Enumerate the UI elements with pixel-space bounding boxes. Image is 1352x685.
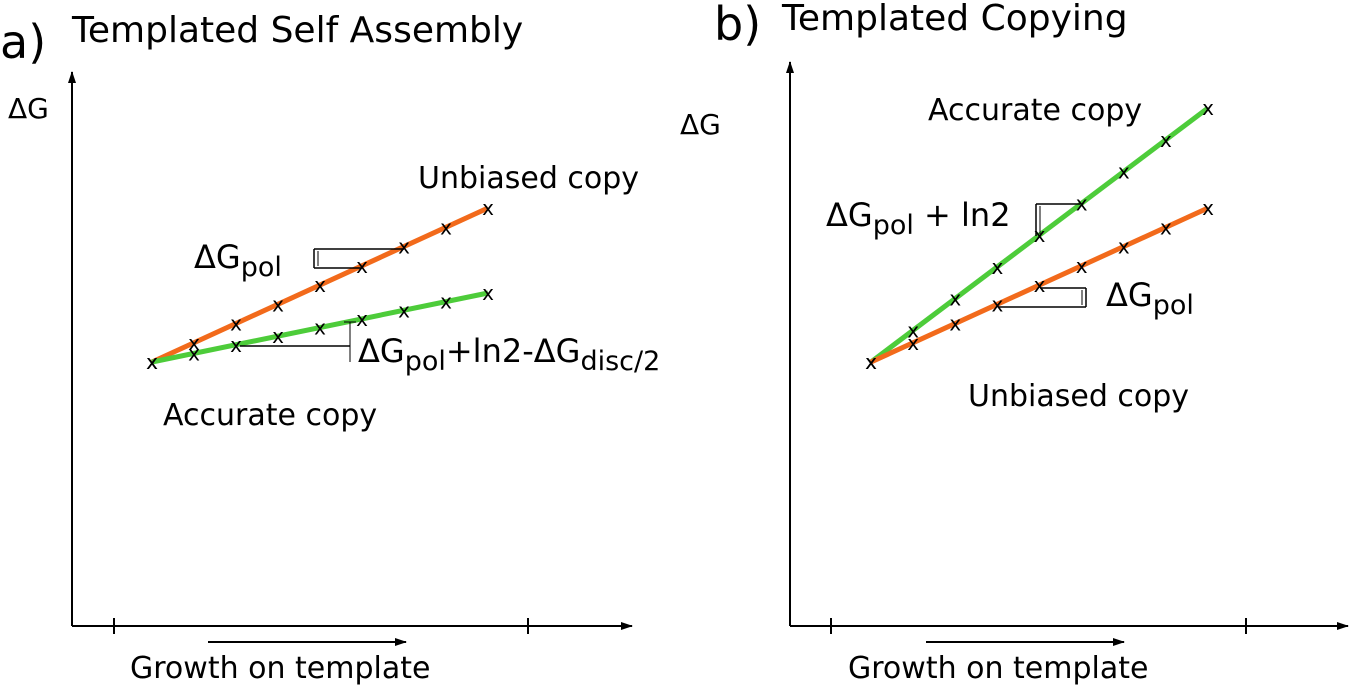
panel-a-unbiased-marker: x [398,235,410,259]
panel-a-unbiased-marker: x [482,196,494,220]
panel-b-title: Templated Copying [781,0,1128,39]
panel-a-unbiased-marker: x [314,273,326,297]
panel-a-y-axis-label: ΔG [8,92,49,125]
panel-b-unbiased-label: Unbiased copy [968,379,1189,414]
panel-b-unbiased-marker: x [1034,273,1046,297]
panel-a-accurate-marker: x [356,307,368,331]
panel-a-unbiased-marker: x [440,215,452,239]
panel-a-unbiased-marker: x [356,254,368,278]
panel-b-letter: b) [714,0,761,51]
panel-b-y-axis-label: ΔG [680,108,721,141]
panel-a-step-label: ΔGpol [194,238,282,283]
panel-b-unbiased-marker: x [1118,235,1130,259]
panel-b-accurate-marker: x [1160,128,1172,152]
panel-a-title: Templated Self Assembly [71,10,523,51]
panel-b-unbiased-marker: x [907,331,919,355]
panel-b-unbiased-marker: x [949,312,961,336]
panel-b-accurate-marker: x [991,255,1003,279]
panel-a-accurate-marker: x [146,350,158,374]
panel-a-unbiased-line [150,205,490,365]
panel-b-accurate-line [869,106,1210,364]
panel-b-accurate-marker: x [1202,96,1214,120]
panel-a-accurate-marker: x [482,281,494,305]
panel-a-accurate-marker: x [230,333,242,357]
panel-a: a) Templated Self Assembly ΔG Growth on … [0,10,660,685]
panel-b-accurate-label: Accurate copy [928,93,1142,128]
panel-b-accurate-marker: x [865,350,877,374]
panel-a-accurate-label: Accurate copy [163,398,377,433]
panel-b-unbiased-marker: x [991,292,1003,316]
panel-b-unbiased-marker: x [1202,196,1214,220]
panel-a-gap-label: ΔGpol+ln2-ΔGdisc/2 [358,332,660,377]
panel-b-unbiased-line [869,205,1210,365]
panel-a-accurate-marker: x [188,341,200,365]
panel-b-top-step-bracket [1035,203,1080,236]
panel-b-accurate-marker: x [907,318,919,342]
panel-a-accurate-marker: x [272,324,284,348]
panel-a-unbiased-marker: x [188,331,200,355]
panel-b-bottom-step-bracket [998,287,1087,308]
panel-a-step-bracket [313,248,404,269]
panel-b-x-axis-label: Growth on template [848,651,1148,685]
panel-b-unbiased-marker: x [1076,254,1088,278]
panel-a-unbiased-marker: x [146,350,158,374]
panel-b-accurate-marker: x [1076,191,1088,215]
panel-b-accurate-marker: x [949,287,961,311]
panel-a-unbiased-marker: x [272,292,284,316]
panel-a-unbiased-label: Unbiased copy [418,161,639,196]
panel-b-unbiased-marker: x [865,350,877,374]
panel-b-bottom-step-label: ΔGpol [1106,276,1194,321]
panel-b-unbiased-marker: x [1160,215,1172,239]
panel-a-unbiased-marker: x [230,312,242,336]
panel-a-accurate-marker: x [440,290,452,314]
panel-a-accurate-marker: x [314,316,326,340]
panel-b: b) Templated Copying ΔG Growth on templa… [680,0,1349,685]
panel-a-letter: a) [0,15,46,69]
panel-b-accurate-marker: x [1118,160,1130,184]
panel-a-gap-bracket [240,321,356,362]
panel-b-top-step-label: ΔGpol + ln2 [826,196,1011,241]
panel-a-accurate-marker: x [398,298,410,322]
panel-a-accurate-line [151,290,489,365]
panel-a-x-axis-label: Growth on template [130,651,430,685]
